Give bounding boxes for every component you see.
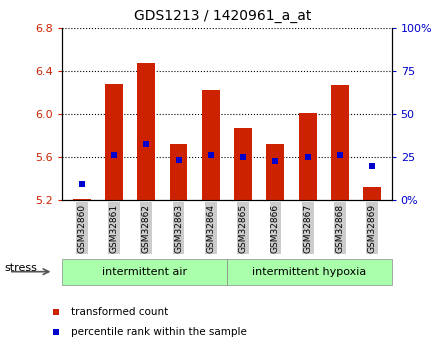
Text: transformed count: transformed count <box>71 307 168 317</box>
Text: GSM32865: GSM32865 <box>239 204 247 253</box>
Text: GSM32864: GSM32864 <box>206 204 215 253</box>
Bar <box>105 84 123 200</box>
Text: GSM32866: GSM32866 <box>271 204 280 253</box>
Bar <box>138 63 155 200</box>
Text: GSM32863: GSM32863 <box>174 204 183 253</box>
Bar <box>299 113 316 200</box>
Text: stress: stress <box>4 263 37 273</box>
Text: GDS1213 / 1420961_a_at: GDS1213 / 1420961_a_at <box>134 9 311 23</box>
Bar <box>170 144 187 200</box>
Text: GSM32868: GSM32868 <box>336 204 344 253</box>
Bar <box>331 85 349 200</box>
Text: GSM32869: GSM32869 <box>368 204 377 253</box>
Bar <box>202 90 220 200</box>
Text: intermittent air: intermittent air <box>102 267 187 277</box>
Text: GSM32862: GSM32862 <box>142 204 151 253</box>
FancyBboxPatch shape <box>62 259 227 285</box>
FancyBboxPatch shape <box>227 259 392 285</box>
Bar <box>267 144 284 200</box>
Text: GSM32861: GSM32861 <box>109 204 118 253</box>
Text: intermittent hypoxia: intermittent hypoxia <box>252 267 366 277</box>
Bar <box>364 187 381 200</box>
Bar <box>234 128 252 200</box>
Text: GSM32860: GSM32860 <box>77 204 86 253</box>
Text: percentile rank within the sample: percentile rank within the sample <box>71 327 247 337</box>
Text: GSM32867: GSM32867 <box>303 204 312 253</box>
Bar <box>73 199 90 200</box>
